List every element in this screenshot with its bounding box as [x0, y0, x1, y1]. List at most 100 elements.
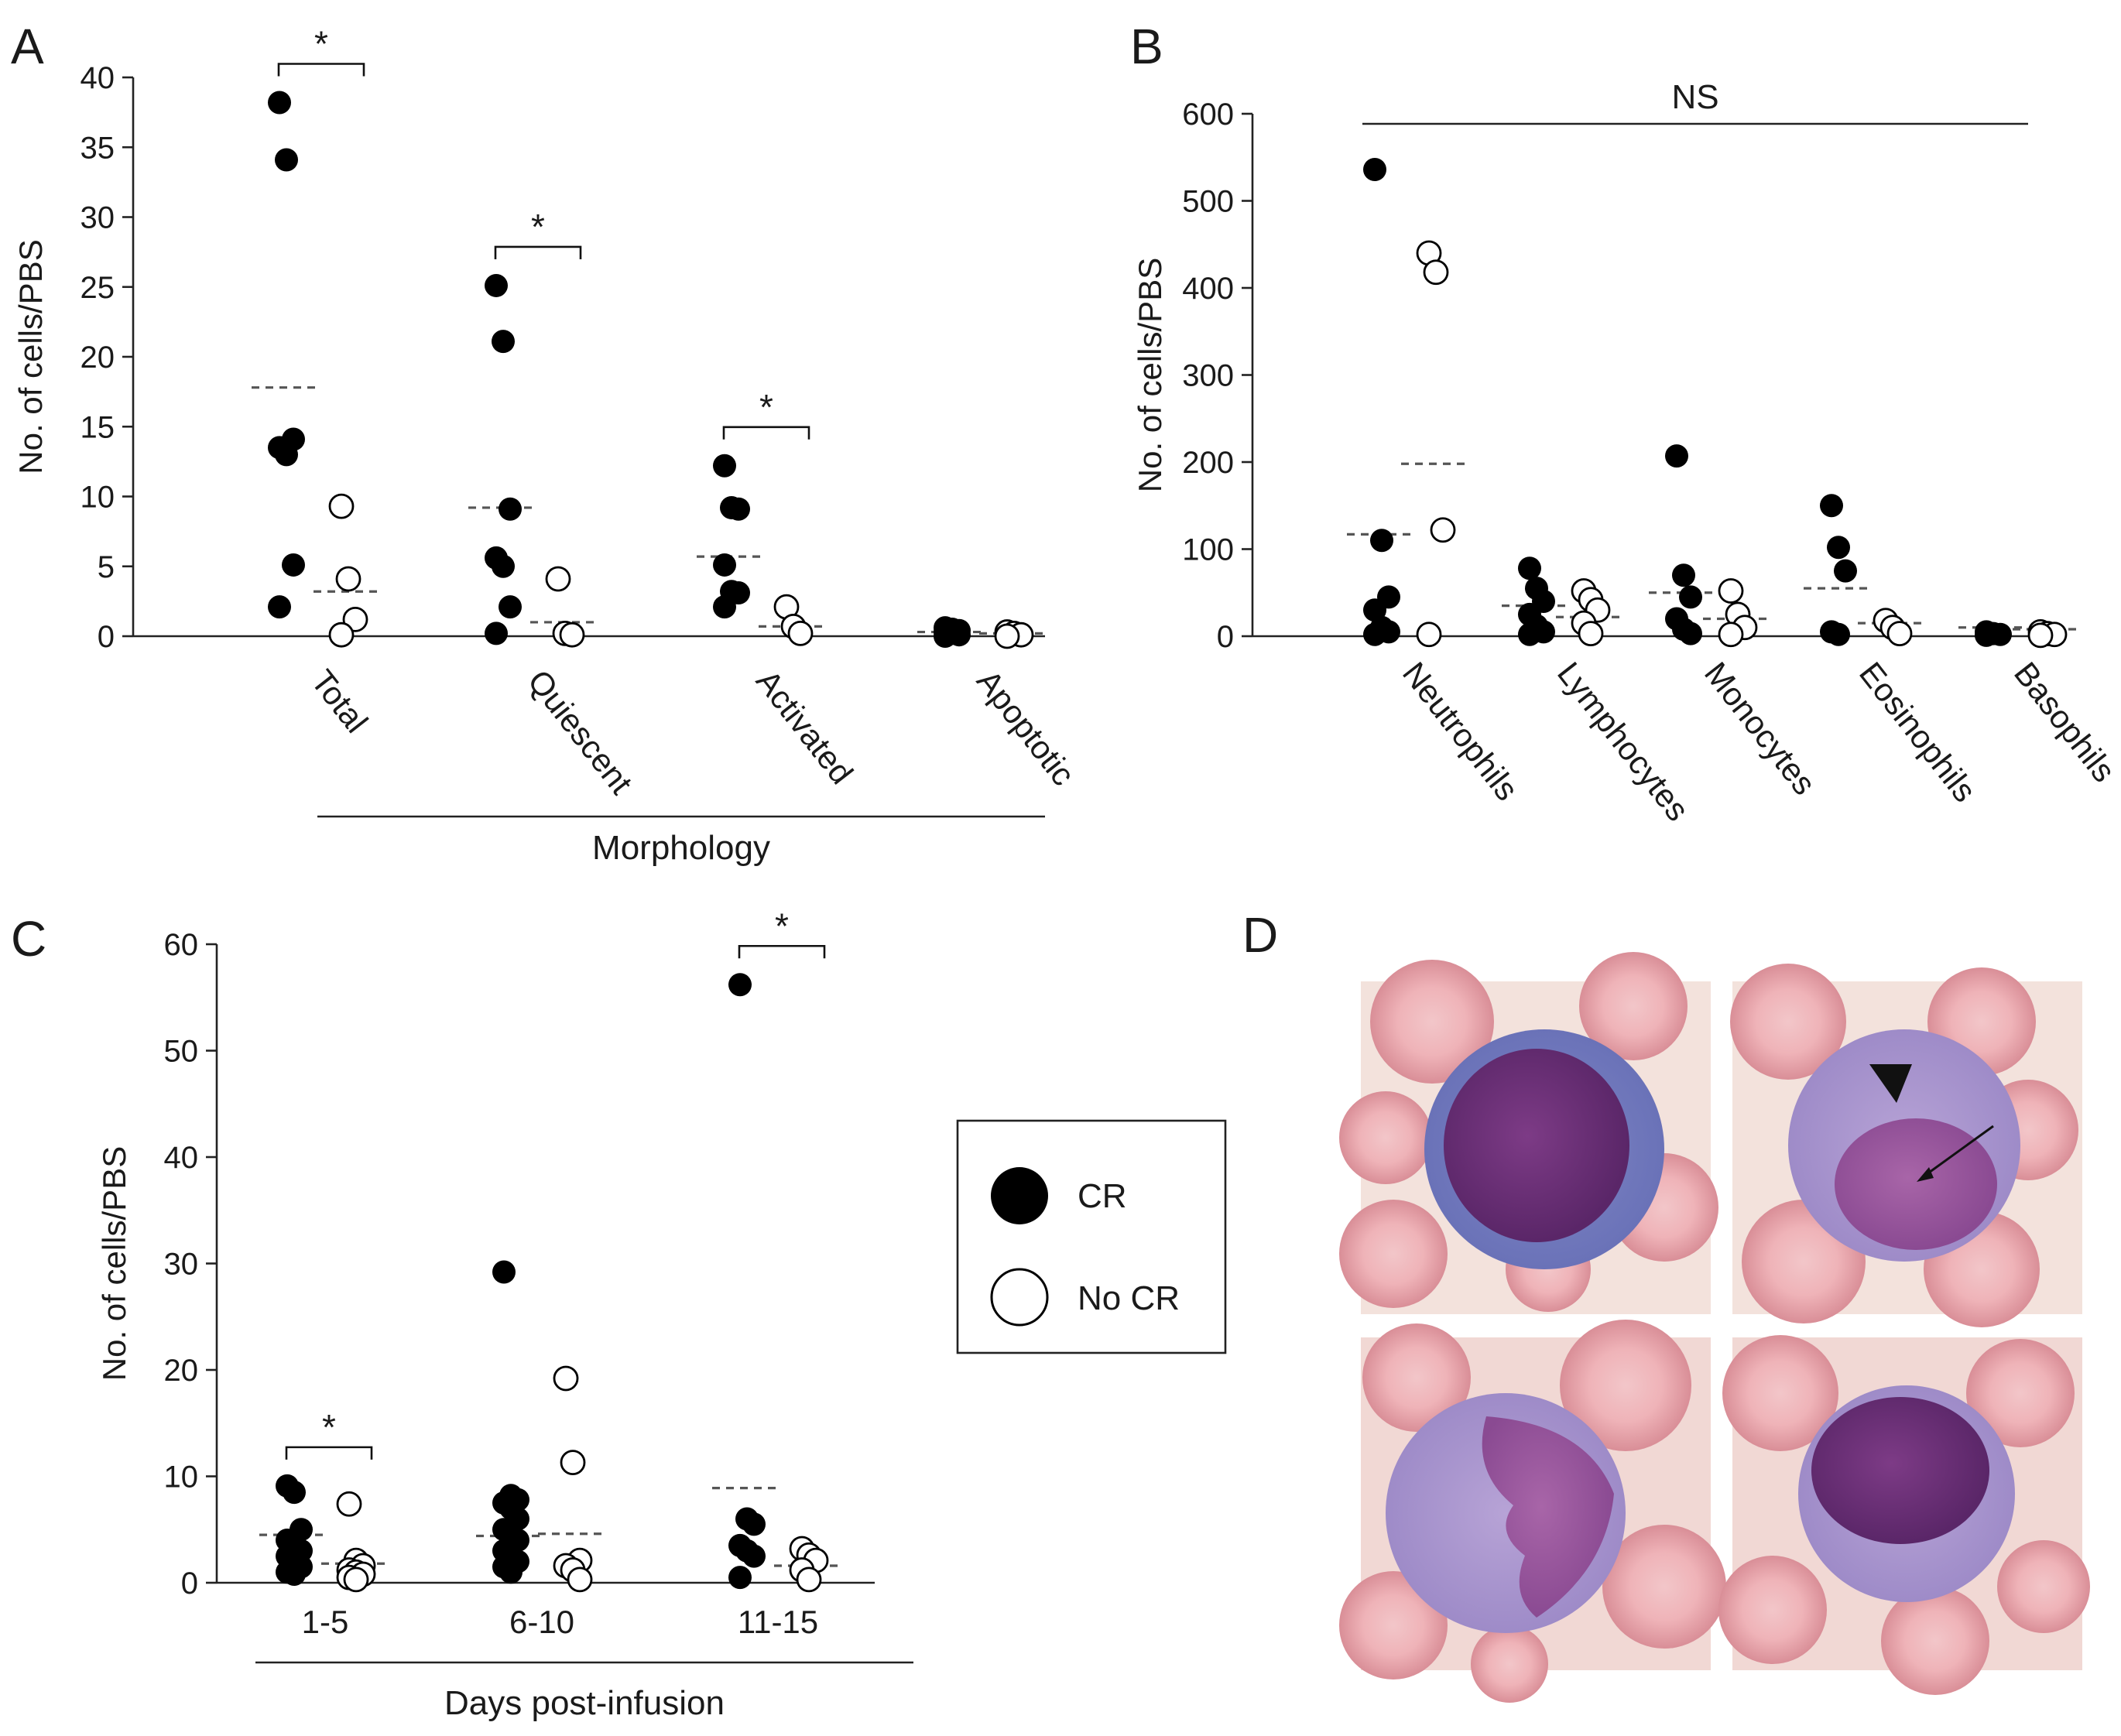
data-point-cr	[1679, 585, 1702, 609]
y-tick-label: 15	[81, 410, 115, 444]
x-category-label: Neutrophils	[1396, 656, 1526, 807]
data-point-no-cr	[553, 1365, 579, 1392]
data-point-cr	[1827, 536, 1850, 560]
significance-marker: *	[322, 1407, 336, 1447]
data-point-no-cr	[336, 1491, 362, 1517]
x-category-label: Total	[304, 663, 375, 740]
data-point-cr	[1363, 158, 1386, 181]
data-point-no-cr	[2027, 622, 2054, 649]
x-category-label: Activated	[749, 663, 860, 791]
y-tick-label: 30	[164, 1248, 199, 1282]
x-category-label: Apoptotic	[970, 663, 1082, 793]
data-point-cr	[485, 621, 508, 645]
data-point-cr	[1518, 556, 1541, 580]
data-point-cr	[713, 454, 736, 478]
data-point-no-cr	[335, 566, 361, 592]
significance-marker: *	[314, 23, 328, 63]
x-category-label: Lymphocytes	[1550, 656, 1696, 828]
legend-no-cr-marker	[990, 1268, 1049, 1327]
data-point-cr	[742, 1512, 766, 1536]
data-point-no-cr	[343, 1567, 369, 1593]
data-point-no-cr	[1416, 621, 1442, 648]
data-point-cr	[1975, 623, 1998, 647]
data-point-no-cr	[1423, 259, 1449, 286]
data-point-cr	[499, 1560, 523, 1584]
legend-box	[956, 1119, 1227, 1354]
chart-a: 0 5 10 15 20 25 30 35 40 No. of cells/PBS Total Qui…	[12, 23, 1082, 867]
y-tick-label: 20	[164, 1354, 199, 1388]
data-point-cr	[283, 1481, 306, 1505]
y-tick-label: 10	[164, 1460, 199, 1495]
y-tick-label: 300	[1182, 359, 1234, 393]
legend-no-cr-label: No CR	[1078, 1279, 1180, 1317]
panel-label-a: A	[11, 19, 44, 74]
data-point-cr	[1672, 563, 1695, 587]
y-tick-label: 30	[81, 201, 115, 235]
panel-label-c: C	[11, 911, 46, 967]
data-point-cr	[485, 273, 508, 297]
data-point-cr	[1827, 622, 1850, 646]
data-point-cr	[728, 1566, 752, 1590]
data-point-cr	[275, 148, 298, 172]
data-point-no-cr	[545, 566, 571, 592]
data-point-cr	[728, 973, 752, 997]
significance-marker: *	[531, 207, 545, 247]
y-axis-label: No. of cells/PBS	[1132, 258, 1168, 492]
y-tick-label: 50	[164, 1035, 199, 1069]
panel-label-b: B	[1130, 19, 1163, 74]
y-tick-label: 0	[1217, 620, 1234, 654]
data-point-no-cr	[1886, 621, 1913, 647]
x-category-label: Monocytes	[1698, 656, 1823, 802]
data-point-no-cr	[559, 621, 585, 648]
x-category-label: Quiescent	[521, 663, 640, 801]
data-point-cr	[713, 553, 736, 577]
significance-bracket	[738, 944, 826, 959]
data-point-cr	[268, 595, 291, 619]
data-point-cr	[499, 595, 522, 619]
data-point-no-cr	[328, 621, 355, 648]
y-tick-label: 400	[1182, 272, 1234, 306]
y-tick-label: 60	[164, 928, 199, 962]
y-tick-label: 40	[164, 1141, 199, 1175]
data-point-cr	[275, 443, 298, 467]
data-point-cr	[268, 91, 291, 115]
data-point-cr	[1665, 444, 1688, 468]
data-point-cr	[742, 1544, 766, 1568]
data-point-cr	[282, 553, 305, 577]
micrograph-top-left	[1339, 952, 1718, 1314]
y-tick-label: 100	[1182, 533, 1234, 567]
data-point-cr	[492, 1260, 516, 1284]
data-point-cr	[713, 595, 736, 619]
y-tick-label: 5	[98, 550, 115, 584]
data-point-no-cr	[328, 493, 355, 519]
y-tick-label: 200	[1182, 446, 1234, 480]
x-category-label: 6-10	[509, 1604, 574, 1640]
data-point-cr	[1518, 622, 1541, 646]
significance-marker: *	[775, 906, 789, 946]
data-point-cr	[492, 330, 515, 354]
y-axis-label: No. of cells/PBS	[12, 239, 49, 474]
data-point-no-cr	[1578, 621, 1604, 647]
chart-b: 0 100 200 300 400 500 600 No. of cells/PBS Neutr…	[1132, 78, 2121, 827]
data-point-cr	[1679, 621, 1702, 645]
data-point-no-cr	[560, 1450, 586, 1476]
y-tick-label: 600	[1182, 98, 1234, 132]
significance-marker: *	[759, 387, 773, 427]
data-point-cr	[1820, 494, 1843, 518]
significance-bracket	[285, 1446, 373, 1460]
arrowhead-icon	[1869, 1064, 1912, 1103]
data-point-cr	[934, 625, 957, 648]
ns-label: NS	[1671, 78, 1718, 116]
y-axis-label: No. of cells/PBS	[96, 1146, 132, 1381]
data-point-no-cr	[1430, 517, 1456, 543]
data-point-cr	[1834, 559, 1857, 583]
y-tick-label: 0	[181, 1567, 198, 1601]
significance-bracket	[494, 245, 582, 259]
x-category-label: Basophils	[2007, 656, 2121, 789]
data-point-no-cr	[796, 1567, 822, 1593]
data-point-cr	[727, 497, 750, 521]
legend-cr-marker	[991, 1167, 1048, 1224]
y-tick-label: 35	[81, 131, 115, 165]
y-tick-label: 40	[81, 61, 115, 95]
